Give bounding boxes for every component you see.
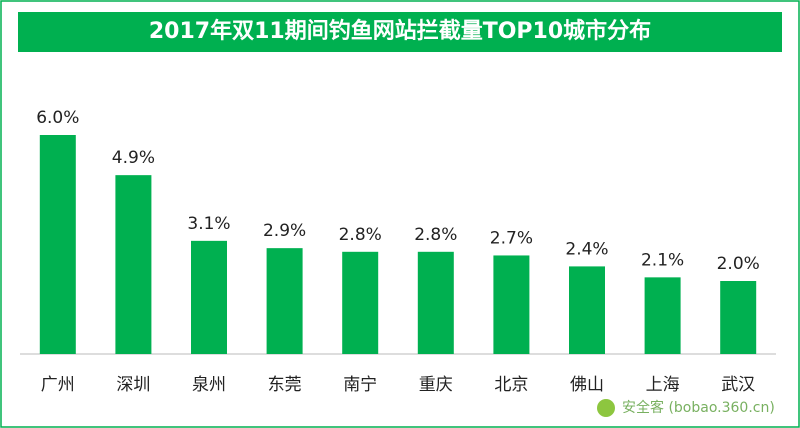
x-tick-label: 深圳: [116, 375, 150, 395]
bar: [493, 255, 530, 354]
x-tick-label: 重庆: [419, 375, 453, 395]
value-label: 2.7%: [490, 228, 533, 248]
bar: [39, 135, 76, 354]
watermark: 安全客 (bobao.360.cn): [622, 399, 775, 416]
value-label: 2.8%: [414, 225, 457, 245]
value-label: 3.1%: [187, 214, 230, 234]
x-tick-label: 武汉: [721, 375, 755, 395]
bar: [115, 175, 152, 354]
x-tick-label: 上海: [646, 375, 680, 395]
watermark-icon: [597, 399, 615, 417]
x-tick-label: 北京: [494, 375, 528, 395]
x-tick-label: 佛山: [570, 375, 604, 395]
bar: [569, 266, 605, 354]
x-tick-label: 东莞: [268, 375, 302, 395]
bar: [191, 240, 227, 354]
value-label: 2.1%: [641, 250, 684, 270]
value-label: 2.0%: [717, 254, 760, 274]
bar: [342, 251, 379, 354]
value-label: 2.4%: [565, 239, 608, 259]
bar: [417, 251, 454, 354]
title-bar: [18, 12, 782, 52]
value-label: 2.8%: [339, 225, 382, 245]
bar: [266, 248, 303, 354]
bar: [720, 281, 757, 354]
x-tick-label: 南宁: [343, 375, 377, 395]
value-label: 6.0%: [36, 108, 79, 128]
value-label: 2.9%: [263, 221, 306, 241]
x-tick-label: 广州: [41, 375, 75, 395]
chart-title: 2017年双11期间钓鱼网站拦截量TOP10城市分布: [149, 18, 651, 44]
value-label: 4.9%: [112, 148, 155, 168]
x-tick-label: 泉州: [192, 375, 226, 395]
bar: [644, 277, 681, 354]
